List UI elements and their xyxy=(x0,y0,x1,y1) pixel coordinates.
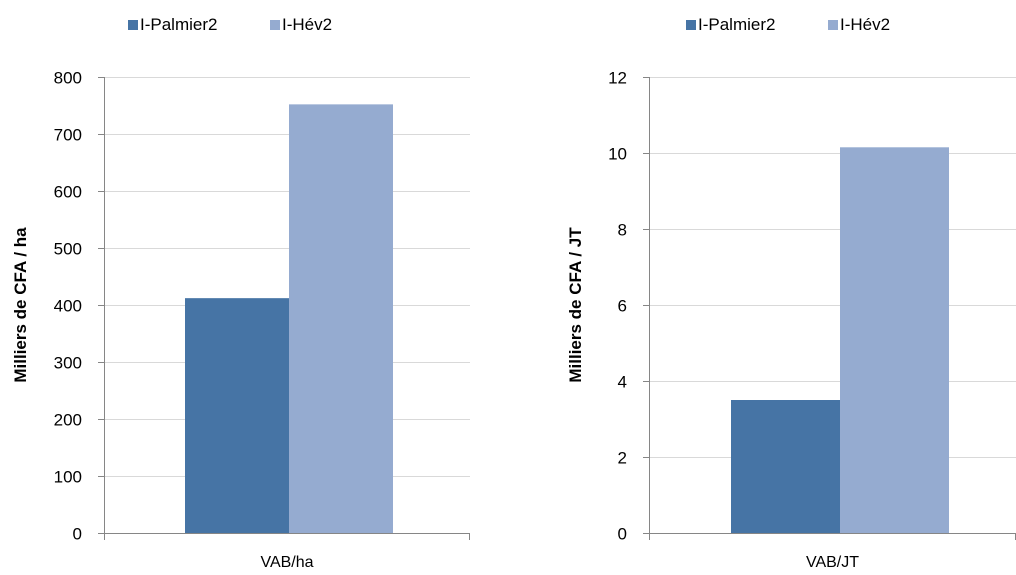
bar-hev2 xyxy=(289,104,393,533)
y-tick-label: 200 xyxy=(54,411,82,430)
legend-label: I-Palmier2 xyxy=(140,15,217,34)
y-tick-label: 600 xyxy=(54,183,82,202)
chart-vab-ha: 0 100 200 300 400 500 600 700 800 VAB/ha Milliers … xyxy=(0,0,508,570)
y-tick-label: 8 xyxy=(618,221,627,240)
chart-vab-jt: 0 2 4 6 8 10 12 VAB/JT Milliers de CFA / JT I-Pal… xyxy=(545,0,1016,570)
legend-swatch xyxy=(128,20,138,30)
y-tick-label: 700 xyxy=(54,126,82,145)
y-tick-label: 100 xyxy=(54,468,82,487)
y-axis-title: Milliers de CFA / ha xyxy=(11,227,30,383)
y-tick-label: 4 xyxy=(618,373,627,392)
y-axis-title: Milliers de CFA / JT xyxy=(566,227,585,383)
chart-vab-jt-svg: 0 2 4 6 8 10 12 VAB/JT Milliers de CFA / JT I-Pal… xyxy=(545,0,1016,570)
y-tick-label: 10 xyxy=(608,145,627,164)
chart-vab-ha-svg: 0 100 200 300 400 500 600 700 800 VAB/ha Milliers … xyxy=(0,0,508,570)
legend-label: I-Hév2 xyxy=(282,15,332,34)
y-tick-label: 400 xyxy=(54,297,82,316)
y-tick-label: 300 xyxy=(54,354,82,373)
legend-swatch xyxy=(828,20,838,30)
bar-palmier2 xyxy=(731,400,840,533)
legend-label: I-Hév2 xyxy=(840,15,890,34)
legend-label: I-Palmier2 xyxy=(698,15,775,34)
y-tick-label: 0 xyxy=(618,525,627,544)
x-category-label: VAB/ha xyxy=(260,554,313,570)
legend-swatch xyxy=(686,20,696,30)
y-tick-label: 0 xyxy=(73,525,82,544)
y-tick-label: 6 xyxy=(618,297,627,316)
y-tick-label: 2 xyxy=(618,449,627,468)
legend-swatch xyxy=(270,20,280,30)
y-tick-label: 500 xyxy=(54,240,82,259)
bar-palmier2 xyxy=(185,298,289,533)
bar-hev2 xyxy=(840,147,949,533)
y-tick-label: 12 xyxy=(608,69,627,88)
x-category-label: VAB/JT xyxy=(806,554,859,570)
y-tick-label: 800 xyxy=(54,69,82,88)
